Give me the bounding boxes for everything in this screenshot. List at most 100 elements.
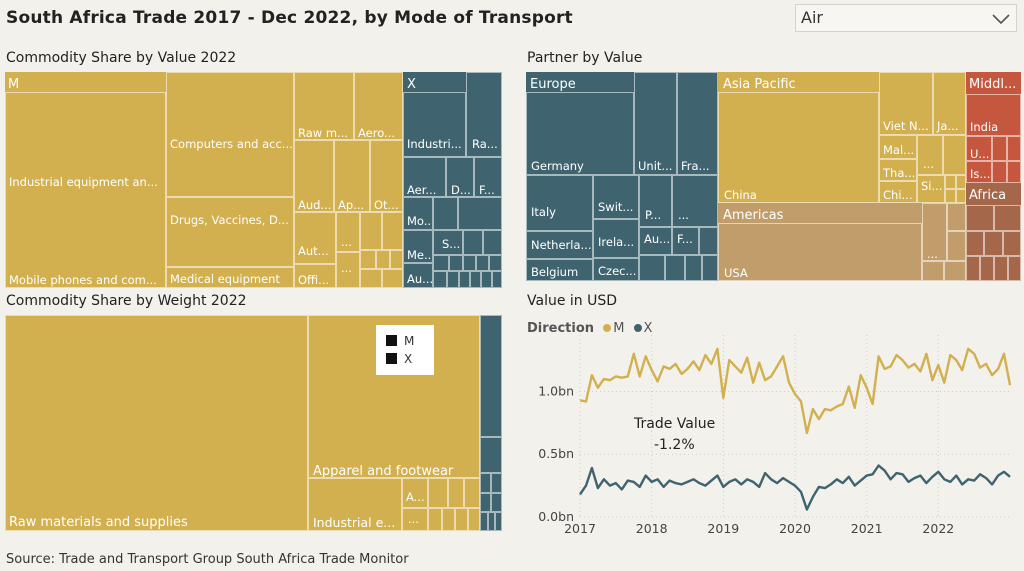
treemap-cell[interactable] [639,255,665,281]
treemap-cell[interactable] [428,478,448,508]
treemap-cell[interactable]: India [966,94,1021,136]
treemap-cell[interactable] [448,478,464,508]
treemap-group-x[interactable] [480,315,502,437]
treemap-cell[interactable]: Unit... [634,72,677,175]
treemap-cell[interactable] [480,512,488,531]
treemap-cell[interactable]: ... [917,135,943,175]
treemap-cell[interactable] [966,231,984,256]
treemap-cell[interactable] [382,212,403,250]
treemap-cell[interactable] [685,255,702,281]
treemap-cell[interactable]: Computers and acc... [166,72,294,197]
treemap-cell[interactable]: Swit... [593,175,639,219]
treemap-cell[interactable]: Medical equipment [166,267,294,288]
treemap-cell[interactable] [1003,231,1021,256]
treemap-cell[interactable]: A... [402,478,428,508]
treemap-cell[interactable]: Raw m... [294,72,354,140]
treemap-cell[interactable] [966,205,994,231]
treemap-cell[interactable] [489,255,502,271]
treemap-cell[interactable] [994,205,1021,231]
treemap-cell[interactable]: Aer... [403,157,446,197]
treemap-cell[interactable] [376,250,390,269]
treemap-cell[interactable]: Raw materials and supplies [5,315,308,531]
treemap-cell[interactable] [481,271,492,288]
treemap-cell[interactable] [491,473,502,493]
treemap-cell[interactable]: ... [922,203,947,261]
treemap-cell[interactable] [495,512,502,531]
treemap-cell[interactable]: P... [639,175,672,227]
treemap-cell[interactable]: ... [672,175,718,227]
treemap-cell[interactable]: S... [433,230,463,255]
treemap-cell[interactable]: F... [474,157,502,197]
treemap-cell[interactable] [966,256,980,281]
treemap-cell[interactable] [480,493,491,512]
treemap-cell[interactable] [442,508,455,531]
treemap-cell[interactable] [360,269,382,288]
treemap-cell[interactable]: Drugs, Vaccines, D... [166,197,294,267]
treemap-cell[interactable]: Ot... [370,140,403,212]
treemap-cell[interactable]: Germany [526,92,634,175]
treemap-cell[interactable] [464,478,480,508]
treemap-cell[interactable]: Netherla... [526,231,593,259]
treemap-cell[interactable]: Si... [917,175,945,203]
treemap-cell[interactable]: ... [336,252,360,288]
treemap-cell[interactable]: Belgium [526,259,593,281]
treemap-cell[interactable] [994,256,1008,281]
treemap-cell[interactable]: Is... [966,161,992,183]
treemap-cell[interactable]: Industri... [403,92,466,157]
treemap-cell[interactable]: Mal... [879,135,917,159]
treemap-cell[interactable] [360,212,382,250]
treemap-cell[interactable] [468,508,480,531]
treemap-cell[interactable] [480,437,502,473]
legend-label[interactable]: X [643,321,653,336]
treemap-cell[interactable]: Italy [526,175,593,231]
treemap-cell[interactable] [956,189,966,203]
treemap-cell[interactable] [360,250,376,269]
treemap-cell[interactable] [459,271,470,288]
treemap-cell[interactable] [458,197,502,230]
treemap-cell[interactable]: Ra... [466,72,502,157]
treemap-cell[interactable] [449,255,463,271]
treemap-cell[interactable] [947,231,966,261]
treemap-cell[interactable] [492,271,502,288]
treemap-cell[interactable]: Aero... [354,72,403,140]
treemap-cell[interactable] [455,508,468,531]
treemap-cell[interactable] [945,189,956,203]
treemap-cell[interactable] [945,175,956,189]
treemap-cell[interactable]: Tha... [879,159,917,181]
treemap-cell[interactable] [447,271,459,288]
treemap-cell[interactable] [483,230,502,255]
treemap-cell[interactable] [433,271,447,288]
treemap-cell[interactable] [433,255,449,271]
treemap-cell[interactable]: F... [672,227,699,255]
treemap-cell[interactable] [943,135,966,175]
treemap-cell[interactable]: Industrial equipment an... Mobile phones… [5,92,166,288]
treemap-cell[interactable]: D... [446,157,474,197]
treemap-cell[interactable]: Aud... [294,140,334,212]
treemap-cell[interactable] [428,508,442,531]
treemap-cell[interactable]: Ap... [334,140,370,212]
treemap-cell[interactable]: Mo... [403,197,433,230]
treemap-cell[interactable]: Irela... [593,219,639,258]
treemap-cell[interactable]: Me... [403,230,433,263]
treemap-cell[interactable] [922,261,944,281]
treemap-cell[interactable]: Ja... [933,72,966,135]
treemap-cell[interactable] [491,493,502,512]
treemap-cell[interactable] [699,227,718,255]
treemap-cell[interactable]: Industrial e... [308,478,402,531]
treemap-cell[interactable] [463,255,476,271]
treemap-cell[interactable] [382,269,403,288]
treemap-cell[interactable] [992,136,1007,161]
treemap-cell[interactable]: Au... [403,263,433,288]
treemap-cell[interactable] [433,197,458,230]
treemap-cell[interactable] [702,255,718,281]
treemap-cell[interactable]: USA [718,223,922,281]
legend-item[interactable]: X [386,352,412,366]
treemap-cell[interactable]: Chi... [879,181,917,203]
treemap-cell[interactable] [947,203,966,231]
treemap-cell[interactable] [1007,161,1021,183]
treemap-cell[interactable] [480,473,491,493]
treemap-cell[interactable]: U... [966,136,992,161]
treemap-cell[interactable] [390,250,403,269]
treemap-cell[interactable]: Viet N... [879,72,933,135]
treemap-cell[interactable]: Offi... [294,264,336,288]
